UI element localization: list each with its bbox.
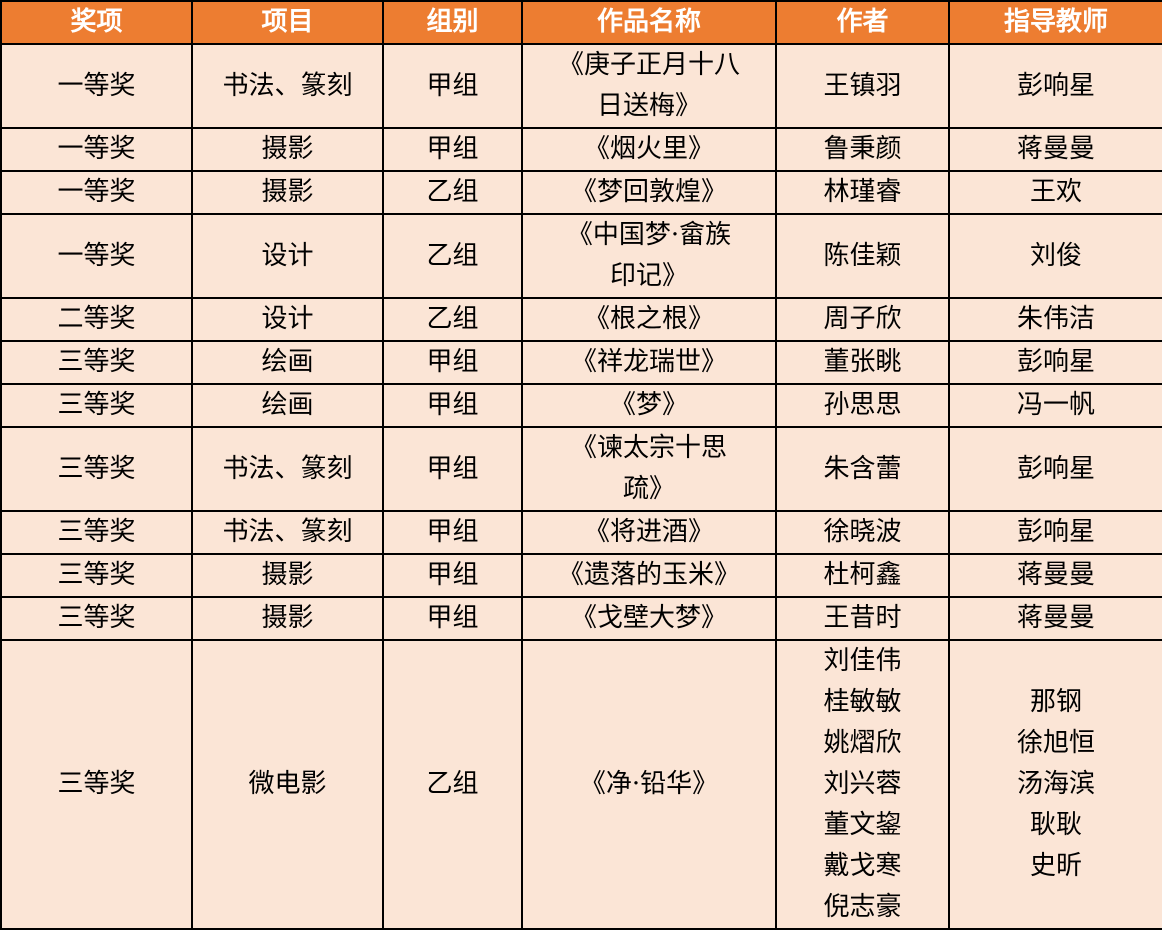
cell-award: 一等奖 [0,170,193,215]
table-row: 一等奖 摄影 乙组 《梦回敦煌》 林瑾睿 王欢 [0,170,1162,215]
cell-work: 《将进酒》 [521,510,777,555]
cell-category: 摄影 [191,553,384,598]
cell-author: 王昔时 [775,596,950,641]
column-header-group: 组别 [382,0,523,45]
cell-teacher: 彭响星 [948,510,1162,555]
table-row: 二等奖 设计 乙组 《根之根》 周子欣 朱伟洁 [0,297,1162,342]
cell-author: 刘佳伟 桂敏敏 姚熠欣 刘兴蓉 董文鋆 戴戈寒 倪志豪 [775,639,950,930]
cell-work: 《祥龙瑞世》 [521,340,777,385]
column-header-category: 项目 [191,0,384,45]
cell-work: 《庚子正月十八 日送梅》 [521,43,777,129]
cell-work: 《净·铅华》 [521,639,777,930]
cell-group: 乙组 [382,297,523,342]
cell-award: 一等奖 [0,43,193,129]
table-row: 三等奖 绘画 甲组 《梦》 孙思思 冯一帆 [0,383,1162,428]
cell-category: 摄影 [191,170,384,215]
table-row: 一等奖 摄影 甲组 《烟火里》 鲁秉颜 蒋曼曼 [0,127,1162,172]
cell-award: 一等奖 [0,213,193,299]
cell-group: 甲组 [382,426,523,512]
cell-author: 林瑾睿 [775,170,950,215]
cell-group: 甲组 [382,383,523,428]
cell-group: 甲组 [382,43,523,129]
cell-category: 绘画 [191,340,384,385]
cell-author: 杜柯鑫 [775,553,950,598]
cell-teacher: 王欢 [948,170,1162,215]
cell-group: 甲组 [382,553,523,598]
cell-teacher: 那钢 徐旭恒 汤海滨 耿耿 史昕 [948,639,1162,930]
cell-author: 孙思思 [775,383,950,428]
cell-author: 朱含蕾 [775,426,950,512]
table-row: 三等奖 摄影 甲组 《遗落的玉米》 杜柯鑫 蒋曼曼 [0,553,1162,598]
table-row: 三等奖 微电影 乙组 《净·铅华》 刘佳伟 桂敏敏 姚熠欣 刘兴蓉 董文鋆 戴戈寒 倪志… [0,639,1162,930]
header-row: 奖项 项目 组别 作品名称 作者 指导教师 [0,0,1162,45]
cell-group: 甲组 [382,340,523,385]
cell-category: 书法、篆刻 [191,43,384,129]
cell-teacher: 彭响星 [948,426,1162,512]
cell-teacher: 冯一帆 [948,383,1162,428]
cell-work: 《戈壁大梦》 [521,596,777,641]
cell-award: 三等奖 [0,510,193,555]
column-header-teacher: 指导教师 [948,0,1162,45]
cell-award: 三等奖 [0,553,193,598]
cell-category: 摄影 [191,596,384,641]
cell-award: 三等奖 [0,340,193,385]
cell-teacher: 彭响星 [948,43,1162,129]
cell-award: 三等奖 [0,426,193,512]
cell-group: 甲组 [382,596,523,641]
cell-group: 乙组 [382,170,523,215]
cell-teacher: 蒋曼曼 [948,596,1162,641]
cell-work: 《谏太宗十思 疏》 [521,426,777,512]
cell-award: 三等奖 [0,639,193,930]
cell-author: 王镇羽 [775,43,950,129]
cell-category: 绘画 [191,383,384,428]
cell-category: 微电影 [191,639,384,930]
cell-award: 一等奖 [0,127,193,172]
cell-award: 三等奖 [0,383,193,428]
table-row: 三等奖 书法、篆刻 甲组 《谏太宗十思 疏》 朱含蕾 彭响星 [0,426,1162,512]
cell-teacher: 蒋曼曼 [948,127,1162,172]
cell-work: 《遗落的玉米》 [521,553,777,598]
cell-category: 设计 [191,213,384,299]
cell-work: 《梦回敦煌》 [521,170,777,215]
cell-teacher: 蒋曼曼 [948,553,1162,598]
cell-work: 《根之根》 [521,297,777,342]
cell-group: 乙组 [382,639,523,930]
column-header-award: 奖项 [0,0,193,45]
cell-category: 设计 [191,297,384,342]
table-row: 三等奖 绘画 甲组 《祥龙瑞世》 董张眺 彭响星 [0,340,1162,385]
table-row: 一等奖 书法、篆刻 甲组 《庚子正月十八 日送梅》 王镇羽 彭响星 [0,43,1162,129]
table-body: 一等奖 书法、篆刻 甲组 《庚子正月十八 日送梅》 王镇羽 彭响星 一等奖 摄影 甲组 《烟火里》… [0,43,1162,930]
table-row: 一等奖 设计 乙组 《中国梦·畲族 印记》 陈佳颖 刘俊 [0,213,1162,299]
cell-author: 鲁秉颜 [775,127,950,172]
cell-group: 甲组 [382,127,523,172]
cell-work: 《梦》 [521,383,777,428]
cell-group: 乙组 [382,213,523,299]
cell-category: 书法、篆刻 [191,510,384,555]
column-header-author: 作者 [775,0,950,45]
cell-award: 二等奖 [0,297,193,342]
cell-author: 董张眺 [775,340,950,385]
cell-teacher: 刘俊 [948,213,1162,299]
table-row: 三等奖 摄影 甲组 《戈壁大梦》 王昔时 蒋曼曼 [0,596,1162,641]
cell-category: 摄影 [191,127,384,172]
cell-author: 陈佳颖 [775,213,950,299]
cell-author: 周子欣 [775,297,950,342]
cell-work: 《烟火里》 [521,127,777,172]
cell-teacher: 朱伟洁 [948,297,1162,342]
cell-group: 甲组 [382,510,523,555]
column-header-work: 作品名称 [521,0,777,45]
cell-work: 《中国梦·畲族 印记》 [521,213,777,299]
cell-teacher: 彭响星 [948,340,1162,385]
cell-author: 徐晓波 [775,510,950,555]
cell-award: 三等奖 [0,596,193,641]
table-row: 三等奖 书法、篆刻 甲组 《将进酒》 徐晓波 彭响星 [0,510,1162,555]
cell-category: 书法、篆刻 [191,426,384,512]
